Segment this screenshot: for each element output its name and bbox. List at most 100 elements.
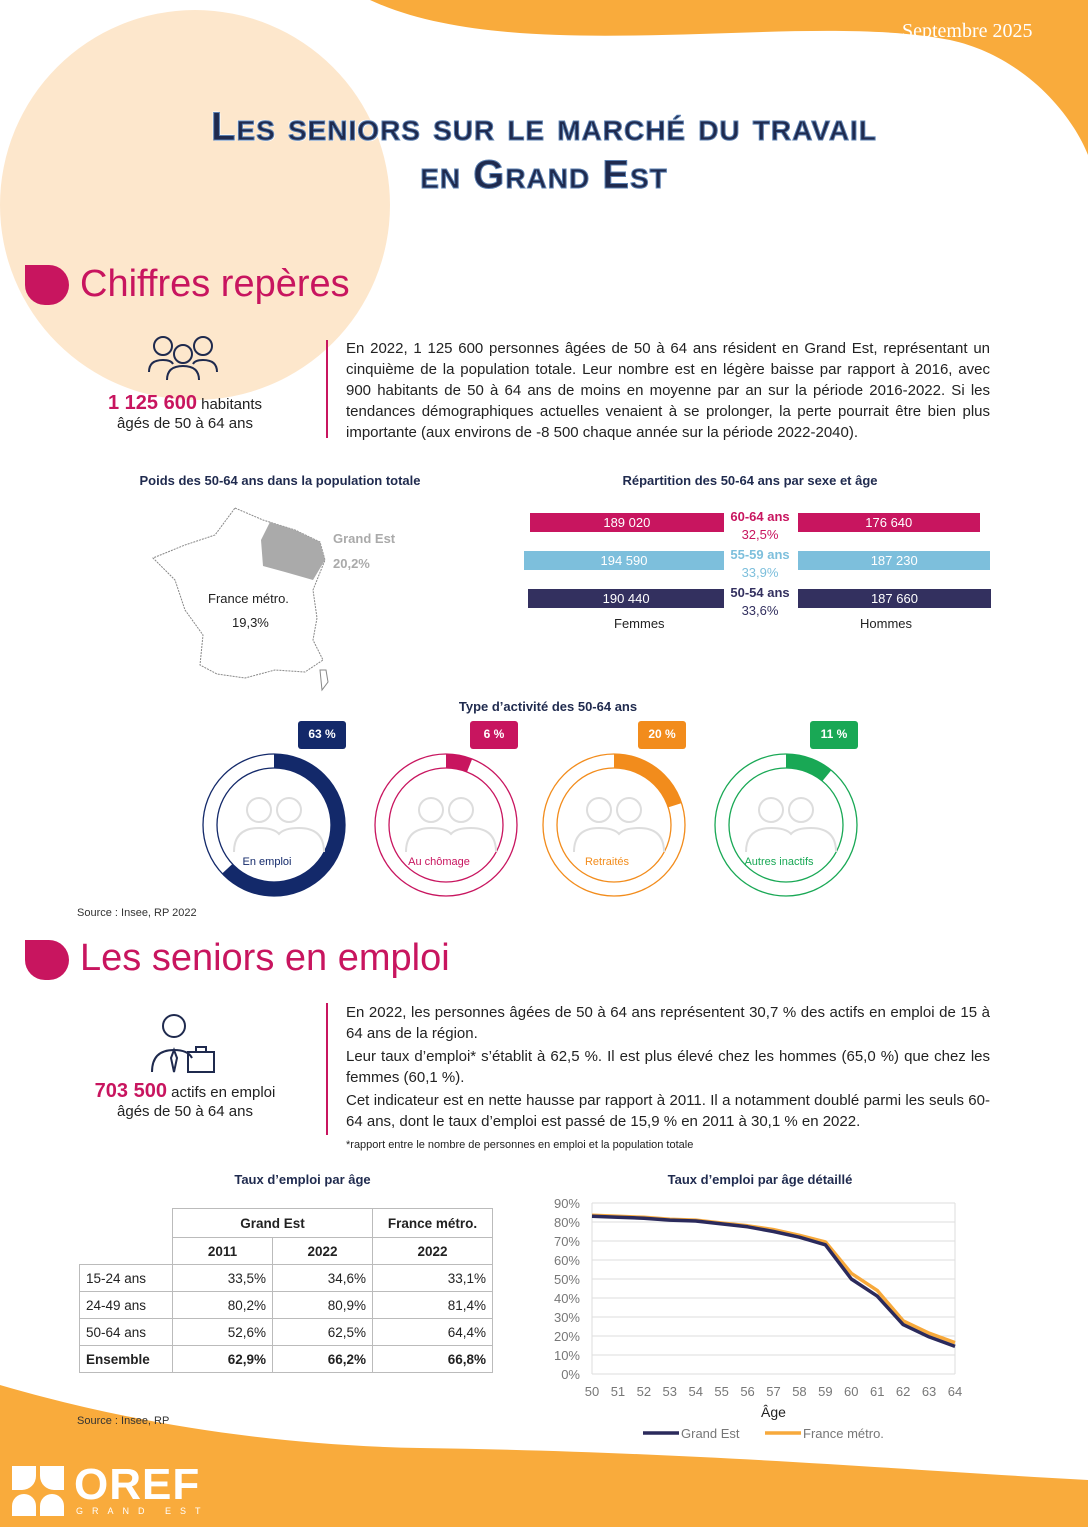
- donut-autres-inactifs: [714, 753, 858, 897]
- y-tick-label: 20%: [554, 1329, 580, 1344]
- corsica: [319, 669, 329, 692]
- table-cell: 33,5%: [172, 1264, 273, 1292]
- women-bar: 194 590: [524, 551, 724, 570]
- x-tick-label: 56: [740, 1384, 754, 1399]
- age-group-label: 60-64 ans: [730, 509, 790, 524]
- x-tick-label: 60: [844, 1384, 858, 1399]
- y-tick-label: 70%: [554, 1234, 580, 1249]
- age-group-label: 50-54 ans: [730, 585, 790, 600]
- table-cell: 80,2%: [172, 1291, 273, 1319]
- men-bar: 176 640: [798, 513, 980, 532]
- table-cell: 33,1%: [372, 1264, 493, 1292]
- donut-segment: [203, 754, 345, 896]
- table-title: Taux d’emploi par âge: [234, 1172, 371, 1187]
- x-tick-label: 61: [870, 1384, 884, 1399]
- row-label: 15-24 ans: [79, 1264, 173, 1292]
- footnote: *rapport entre le nombre de personnes en…: [346, 1139, 694, 1151]
- top-orange-wave: [370, 0, 1088, 155]
- donut-en-emploi: [202, 753, 346, 897]
- age-group-share: 33,6%: [741, 603, 779, 618]
- x-tick-label: 59: [818, 1384, 832, 1399]
- table-row: 24-49 ans 80,2% 80,9% 81,4%: [79, 1291, 493, 1319]
- donut-label: Autres inactifs: [744, 856, 814, 868]
- col-group-grand-est: Grand Est: [172, 1208, 373, 1238]
- women-bar: 189 020: [529, 513, 724, 532]
- people-icon: [405, 797, 497, 853]
- intro-paragraph: En 2022, 1 125 600 personnes âgées de 50…: [346, 340, 990, 441]
- col-year: 2011: [172, 1237, 273, 1265]
- kpi-sub: âgés de 50 à 64 ans: [117, 1103, 253, 1120]
- x-tick-label: 64: [948, 1384, 962, 1399]
- x-tick-label: 53: [663, 1384, 677, 1399]
- donut-segment: [375, 754, 517, 896]
- page-title-line1: Les seniors sur le marché du travail: [211, 105, 877, 150]
- table-cell: 34,6%: [272, 1264, 373, 1292]
- age-group-share: 33,9%: [741, 565, 779, 580]
- section-marker: [25, 940, 69, 980]
- divider: [326, 1003, 328, 1135]
- x-tick-label: 54: [688, 1384, 702, 1399]
- x-tick-label: 50: [585, 1384, 599, 1399]
- oref-logo-mark: [12, 1466, 64, 1516]
- col-year: 2022: [272, 1237, 373, 1265]
- donut-au-chômage: [374, 753, 518, 897]
- donut-segment: [543, 754, 685, 896]
- line-chart: 0% 10% 20% 30% 40% 50% 60% 70% 80% 90% 50 51 52 53 54 5…: [554, 1196, 962, 1441]
- kpi-employment: 703 500 actifs en emploi âgés de 50 à 64…: [80, 1080, 290, 1120]
- y-tick-label: 0%: [561, 1367, 580, 1382]
- x-tick-label: 57: [766, 1384, 780, 1399]
- percentage-badge: 63 %: [298, 721, 346, 749]
- table-row: 50-64 ans 52,6% 62,5% 64,4%: [79, 1318, 493, 1346]
- row-label: Ensemble: [79, 1345, 173, 1373]
- table-cell: 66,2%: [272, 1345, 373, 1373]
- kpi-value: 703 500: [94, 1080, 167, 1102]
- publication-date: Septembre 2025: [902, 20, 1033, 42]
- paragraph: Cet indicateur est en nette hausse par r…: [346, 1092, 990, 1130]
- y-tick-label: 10%: [554, 1348, 580, 1363]
- women-bar: 190 440: [528, 589, 724, 608]
- table-cell: 64,4%: [372, 1318, 493, 1346]
- percentage-badge: 20 %: [638, 721, 686, 749]
- worker-briefcase-icon: [151, 1014, 215, 1073]
- donut-label: Retraités: [584, 856, 630, 868]
- page-title-line2: en Grand Est: [420, 153, 668, 198]
- table-cell: 62,5%: [272, 1318, 373, 1346]
- donut-outer-ring: [374, 753, 518, 897]
- oref-logo-text: OREF: [74, 1460, 201, 1509]
- source-1: Source : Insee, RP 2022: [77, 907, 197, 919]
- grand-est-region: [261, 522, 325, 580]
- donut-outer-ring: [714, 753, 858, 897]
- kpi-unit: habitants: [201, 396, 263, 413]
- x-tick-label: 51: [611, 1384, 625, 1399]
- donut-inner-ring: [388, 767, 504, 883]
- paragraph: Leur taux d’emploi* s’établit à 62,5 %. …: [346, 1048, 990, 1086]
- pyramid-men-label: Hommes: [860, 616, 913, 631]
- age-group-share: 32,5%: [741, 527, 779, 542]
- men-bar: 187 660: [798, 589, 991, 608]
- section-title-chiffres: Chiffres repères: [80, 263, 350, 305]
- col-group-france: France métro.: [372, 1208, 493, 1238]
- y-tick-label: 50%: [554, 1272, 580, 1287]
- series-line-grand-est: [591, 1214, 956, 1349]
- kpi-population: 1 125 600 habitants âgés de 50 à 64 ans: [80, 392, 290, 432]
- x-tick-label: 63: [922, 1384, 936, 1399]
- section-marker: [25, 265, 69, 305]
- donut-retraités: [542, 753, 686, 897]
- kpi-sub: âgés de 50 à 64 ans: [117, 415, 253, 432]
- kpi-value: 1 125 600: [107, 392, 197, 414]
- line-chart-title: Taux d’emploi par âge détaillé: [667, 1172, 853, 1187]
- table-cell: 52,6%: [172, 1318, 273, 1346]
- legend-label: France métro.: [803, 1426, 884, 1441]
- map-region-label: Grand Est: [333, 531, 396, 546]
- legend-label: Grand Est: [681, 1426, 740, 1441]
- map-title: Poids des 50-64 ans dans la population t…: [139, 473, 421, 488]
- employment-rate-table: Grand Est France métro. 2011 2022 2022 15-2…: [79, 1208, 493, 1373]
- y-tick-label: 80%: [554, 1215, 580, 1230]
- people-icon: [573, 797, 665, 853]
- pyramid-women-label: Femmes: [614, 616, 665, 631]
- divider: [326, 340, 328, 438]
- bottom-orange-wave: [0, 1385, 1088, 1527]
- y-tick-label: 30%: [554, 1310, 580, 1325]
- section-title-emploi: Les seniors en emploi: [80, 937, 450, 979]
